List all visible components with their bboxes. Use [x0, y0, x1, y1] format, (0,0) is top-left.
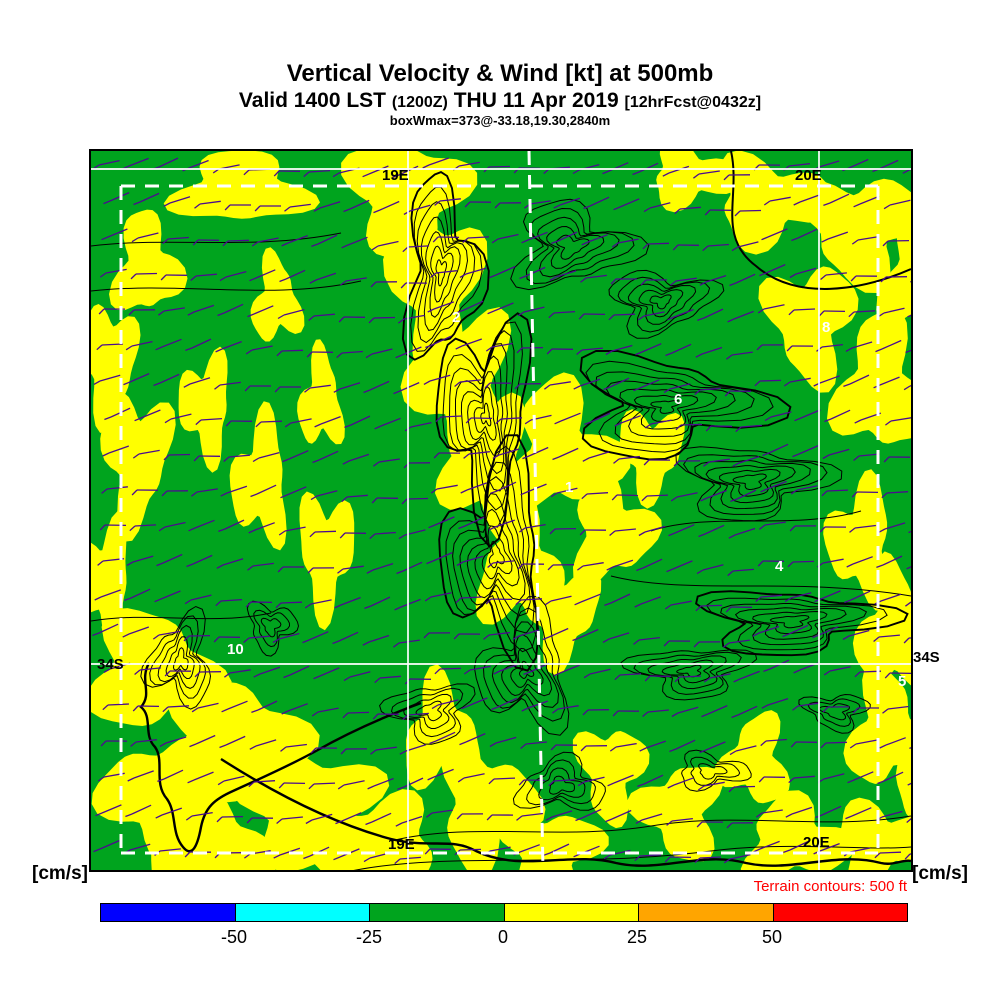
map-artwork — [91, 151, 911, 870]
colorbar-tick-neg50: -50 — [220, 927, 248, 947]
colorbar-tick-0: 0 — [497, 927, 509, 947]
grid-label-19e-top: 19E — [382, 167, 409, 184]
grid-label-34s-left: 34S — [97, 656, 124, 673]
colorbar-tick-25: 25 — [626, 927, 648, 947]
box-number-2: 2 — [452, 309, 461, 326]
valid-zulu: (1200Z) — [391, 94, 448, 111]
colorbar-tick-neg25: -25 — [355, 927, 383, 947]
grid-label-19e-bottom: 19E — [388, 836, 415, 853]
box-number-8: 8 — [822, 319, 831, 336]
valid-time-line: Valid 1400 LST (1200Z) THU 11 Apr 2019 [… — [0, 89, 1000, 113]
colorbar-segment-cyan — [234, 904, 369, 921]
colorbar-segment-red — [772, 904, 907, 921]
forecast-tag: [12hrFcst@0432z] — [624, 94, 762, 111]
grid-label-34s-right: 34S — [913, 649, 940, 666]
terrain-contour-note: Terrain contours: 500 ft — [753, 878, 907, 895]
colorbar-segment-green — [369, 904, 504, 921]
grid-label-20e-bottom: 20E — [803, 834, 830, 851]
box-wmax-info: boxWmax=373@-33.18,19.30,2840m — [389, 113, 611, 128]
box-number-4: 4 — [775, 558, 784, 575]
grid-label-20e-top: 20E — [795, 167, 822, 184]
colorbar-segment-yellow — [503, 904, 638, 921]
units-label-right: [cm/s] — [912, 863, 968, 884]
box-number-5: 5 — [898, 673, 907, 690]
box-number-10: 10 — [227, 641, 244, 658]
page-title: Vertical Velocity & Wind [kt] at 500mb — [286, 60, 714, 87]
colorbar-tick-50: 50 — [761, 927, 783, 947]
weather-map: 19E 20E 19E 20E 34S 2 8 6 1 4 10 5 — [89, 149, 913, 872]
box-number-1: 1 — [565, 479, 574, 496]
box-number-6: 6 — [674, 391, 683, 408]
valid-date: THU 11 Apr 2019 — [453, 89, 619, 112]
colorbar-segment-orange — [638, 904, 773, 921]
colorbar-segment-blue — [101, 904, 235, 921]
valid-time: Valid 1400 LST — [238, 89, 386, 112]
units-label-left: [cm/s] — [32, 863, 88, 884]
color-scale-bar — [100, 903, 908, 922]
